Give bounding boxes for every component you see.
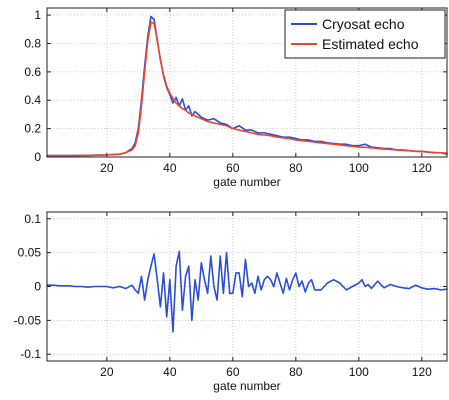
bottom-chart-xlabel: gate number (213, 379, 280, 393)
bottom-chart-xtick-label: 120 (412, 365, 432, 379)
top-chart-xtick-label: 120 (412, 161, 432, 175)
legend-label: Cryosat echo (322, 16, 405, 32)
top-chart-panel: 20 40 60 80 100 120 0 0.2 0.4 0.6 0.8 1 gate number… (24, 7, 448, 189)
bottom-chart-series (46, 250, 448, 333)
top-chart-ytick-label: 0 (34, 150, 41, 164)
top-chart-legend: Cryosat echo Estimated echo (284, 9, 446, 59)
bottom-chart-ytick-label: 0 (34, 280, 41, 294)
top-chart-ytick-label: 0.4 (24, 93, 41, 107)
bottom-chart-grid (47, 212, 447, 361)
top-chart-ytick-label: 0.6 (24, 65, 41, 79)
top-chart-series (46, 15, 448, 157)
bottom-chart-xtick-label: 60 (226, 365, 240, 379)
legend-box (284, 9, 446, 59)
bottom-chart-xtick-label: 100 (349, 365, 369, 379)
bottom-chart-series-residual (46, 250, 448, 333)
top-chart-xtick-label: 80 (289, 161, 303, 175)
top-chart-xtick-label: 40 (163, 161, 177, 175)
top-chart-xlabel: gate number (213, 175, 280, 189)
top-chart-xtick-label: 100 (349, 161, 369, 175)
bottom-chart-xtick-label: 40 (163, 365, 177, 379)
bottom-chart-ticks: 20 40 60 80 100 120 -0.1 -0.05 0 0.05 0.1 (14, 212, 447, 379)
top-chart-frame (46, 7, 448, 158)
top-chart-ytick-label: 0.2 (24, 122, 41, 136)
top-chart-ytick-label: 1 (34, 8, 41, 22)
top-chart-ticks: 20 40 60 80 100 120 0 0.2 0.4 0.6 0.8 1 (24, 8, 447, 175)
top-chart-ytick-label: 0.8 (24, 36, 41, 50)
bottom-chart-ytick-label: -0.05 (14, 313, 42, 327)
bottom-chart-ytick-label: 0.05 (18, 246, 42, 260)
top-chart-series-estimated-echo (46, 21, 448, 157)
bottom-chart-ytick-label: -0.1 (20, 347, 41, 361)
top-chart-xtick-label: 20 (100, 161, 114, 175)
bottom-chart-ytick-label: 0.1 (24, 212, 41, 226)
bottom-chart-xtick-label: 80 (289, 365, 303, 379)
bottom-chart-xtick-label: 20 (100, 365, 114, 379)
legend-label: Estimated echo (322, 36, 419, 52)
bottom-chart-panel: 20 40 60 80 100 120 -0.1 -0.05 0 0.05 0.1 gate num… (14, 211, 448, 393)
top-chart-xtick-label: 60 (226, 161, 240, 175)
